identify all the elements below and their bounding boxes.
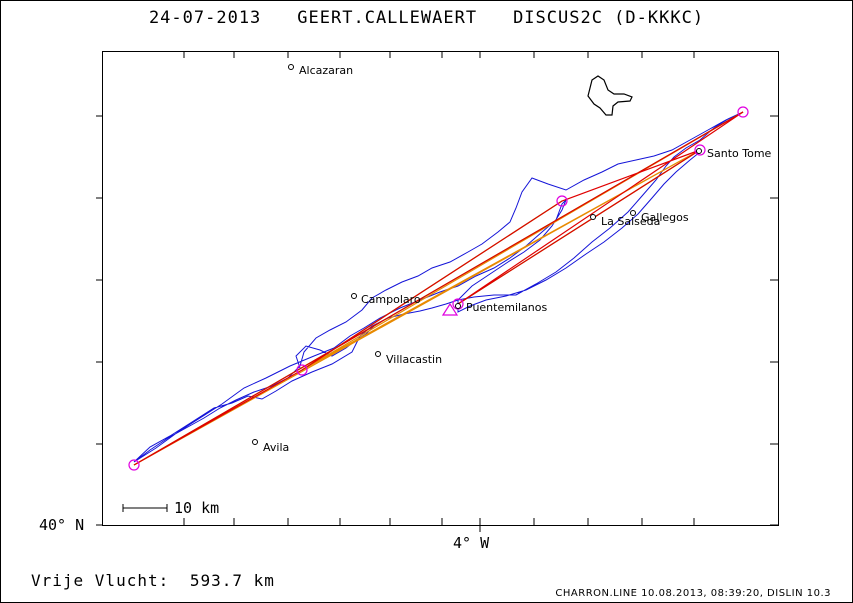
town-marker-campolaro bbox=[351, 293, 357, 299]
scale-bar bbox=[122, 504, 168, 512]
longitude-label: 4° W bbox=[453, 534, 490, 552]
map-frame bbox=[102, 51, 779, 526]
route-legs bbox=[133, 111, 744, 466]
pilot-name: GEERT.CALLEWAERT bbox=[297, 8, 478, 28]
turnpoint-2 bbox=[556, 195, 568, 207]
town-marker-alcazaran bbox=[288, 64, 294, 70]
flight-date: 24-07-2013 bbox=[148, 8, 262, 28]
place-label-santo-tome: Santo Tome bbox=[707, 147, 772, 160]
turnpoints bbox=[128, 106, 749, 471]
glider-name: DISCUS2C (D-KKKC) bbox=[513, 8, 705, 28]
place-label-campolaro: Campolaro bbox=[361, 293, 421, 306]
place-label-avila: Avila bbox=[263, 441, 290, 454]
place-label-puentemilanos: Puentemilanos bbox=[466, 301, 548, 314]
place-label-villacastin: Villacastin bbox=[386, 353, 443, 366]
turnpoint-3 bbox=[694, 144, 706, 156]
place-label-alcazaran: Alcazaran bbox=[299, 64, 354, 77]
axis-ticks bbox=[96, 52, 778, 532]
result-distance: 593.7 km bbox=[189, 571, 275, 590]
place-label-la-salseda: La Salseda bbox=[601, 215, 661, 228]
town-markers bbox=[252, 64, 702, 445]
result-label: Vrije Vlucht: bbox=[31, 571, 170, 590]
latitude-label: 40° N bbox=[39, 516, 85, 534]
footer-info: CHARRON.LINE 10.08.2013, 08:39:20, DISLI… bbox=[555, 588, 831, 599]
town-marker-la-salseda bbox=[590, 214, 596, 220]
turnpoint-4 bbox=[737, 106, 749, 118]
turnpoint-start bbox=[128, 459, 140, 471]
town-marker-puentemilanos bbox=[455, 303, 461, 309]
flight-track bbox=[133, 111, 744, 463]
finish-triangle bbox=[441, 302, 459, 316]
town-marker-gallegos bbox=[630, 210, 636, 216]
result-line: Vrije Vlucht: 593.7 km bbox=[31, 571, 275, 590]
place-label-gallegos: Gallegos bbox=[641, 211, 689, 224]
town-marker-avila bbox=[252, 439, 258, 445]
scale-bar-label: 10 km bbox=[174, 499, 220, 517]
town-marker-santo-tome bbox=[696, 148, 702, 154]
lake-outline bbox=[587, 75, 633, 116]
turnpoint-1 bbox=[296, 364, 308, 376]
town-marker-villacastin bbox=[375, 351, 381, 357]
map-title: 24-07-2013 GEERT.CALLEWAERT DISCUS2C (D-KK… bbox=[0, 8, 853, 28]
